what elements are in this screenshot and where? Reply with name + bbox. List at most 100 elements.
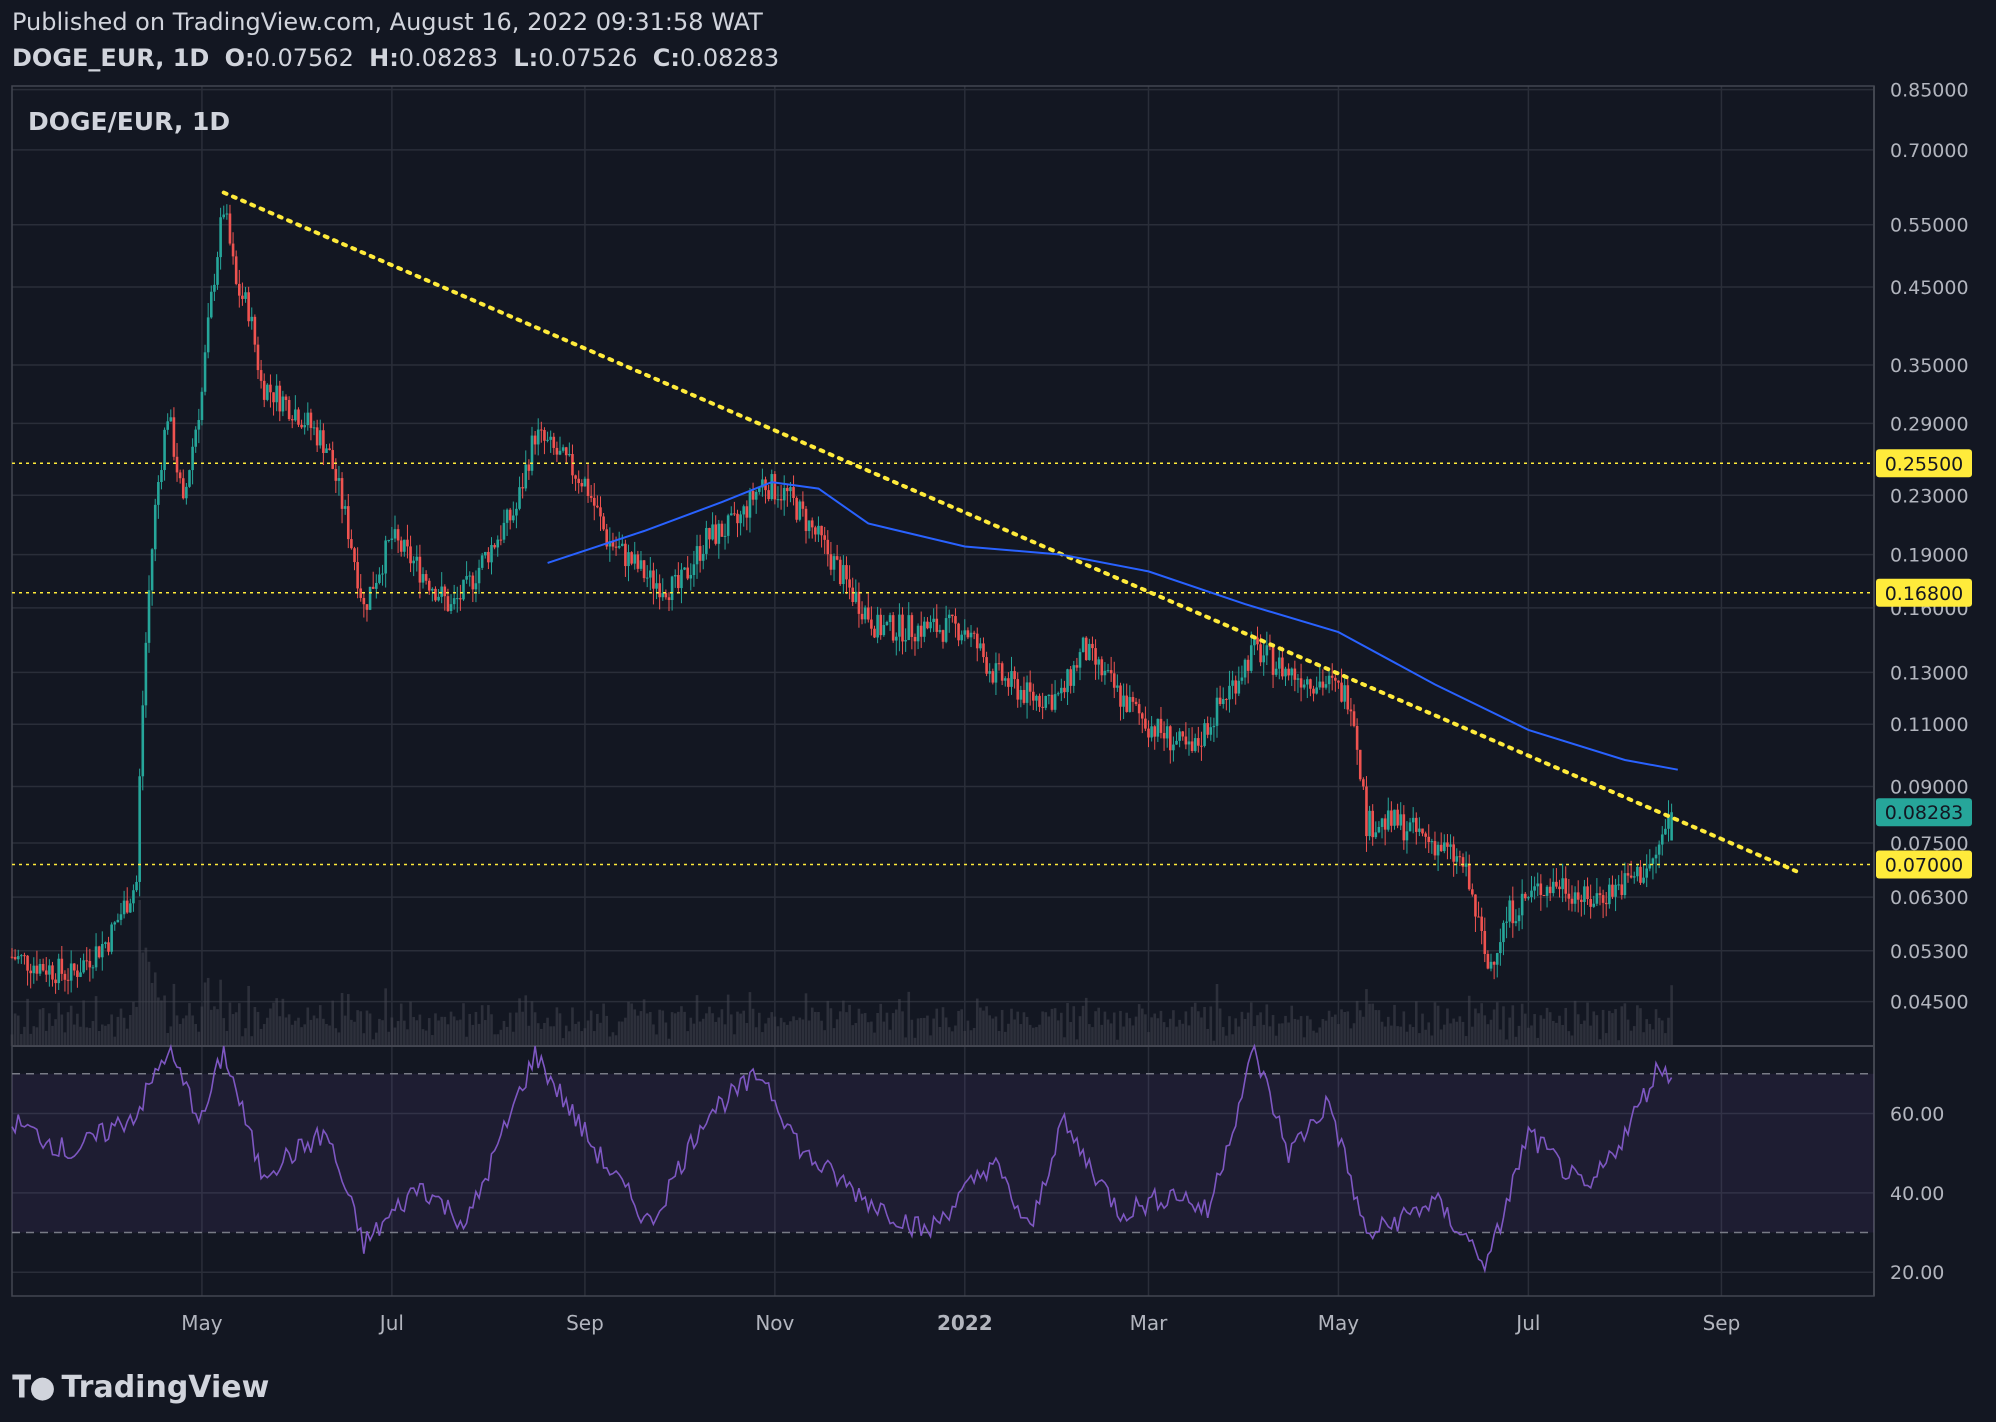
candle-body <box>318 430 322 446</box>
volume-bar <box>901 1011 904 1046</box>
volume-bar <box>468 1013 472 1046</box>
volume-bar <box>1358 1010 1362 1046</box>
time-tick-label: Mar <box>1130 1311 1169 1335</box>
candle-body <box>406 539 409 547</box>
candle-body <box>1589 898 1592 907</box>
price-tick-label: 0.55000 <box>1890 215 1969 237</box>
candle-body <box>620 543 624 546</box>
candle-body <box>359 588 363 598</box>
candle-body <box>1284 668 1287 677</box>
candle-body <box>848 579 851 588</box>
candle-body <box>770 474 774 500</box>
volume-bar <box>116 1016 120 1046</box>
volume-bar <box>1169 1018 1172 1046</box>
candle-body <box>1467 863 1471 890</box>
time-tick-label: May <box>181 1311 223 1335</box>
candle-body <box>583 478 587 487</box>
candle-body <box>462 579 465 600</box>
volume-bar <box>60 1014 64 1046</box>
volume-bar <box>253 1007 257 1046</box>
candle-body <box>390 538 394 540</box>
candle-body <box>673 574 677 577</box>
volume-bar <box>888 1029 892 1046</box>
volume-bar <box>792 1016 795 1046</box>
volume-bar <box>807 1020 811 1046</box>
volume-bar <box>375 1032 378 1046</box>
volume-bar <box>1489 1019 1493 1046</box>
volume-bar <box>278 1016 282 1046</box>
candle-body <box>157 482 160 505</box>
volume-bar <box>1028 1024 1032 1046</box>
volume-bar <box>191 1015 194 1046</box>
volume-bar <box>611 1032 615 1046</box>
volume-bar <box>362 1033 366 1046</box>
volume-bar <box>1299 1016 1303 1046</box>
candle-body <box>512 515 515 521</box>
volume-bar <box>449 1011 453 1046</box>
volume-bar <box>1629 1030 1633 1046</box>
volume-bar <box>624 1017 627 1046</box>
volume-bar <box>608 1036 612 1046</box>
candle-body <box>1539 883 1543 895</box>
volume-bar <box>1405 1031 1409 1046</box>
candle-body <box>1203 723 1206 746</box>
volume-bar <box>1664 1033 1667 1046</box>
candle-body <box>754 491 758 500</box>
time-tick-label: 2022 <box>937 1311 993 1335</box>
candle-body <box>589 496 593 498</box>
volume-bar <box>667 1038 671 1046</box>
volume-bar <box>1530 1025 1533 1046</box>
candle-body <box>711 524 714 540</box>
volume-bar <box>1200 1017 1203 1046</box>
volume-bar <box>524 995 528 1046</box>
volume-bar <box>110 1014 113 1046</box>
volume-bar <box>203 982 207 1046</box>
volume-bar <box>975 998 979 1046</box>
volume-bar <box>695 995 699 1046</box>
volume-bar <box>1056 1020 1060 1046</box>
volume-bar <box>66 1012 70 1046</box>
candle-body <box>1393 809 1396 826</box>
volume-bar <box>826 1000 830 1046</box>
volume-bar <box>1636 1005 1639 1046</box>
candle-body <box>1486 953 1490 969</box>
candle-body <box>1246 659 1250 671</box>
candle-body <box>614 546 618 548</box>
volume-bar <box>502 1020 506 1046</box>
volume-bar <box>343 1015 347 1046</box>
candle-body <box>1449 844 1452 847</box>
candle-body <box>287 400 291 420</box>
candle-body <box>1542 894 1546 896</box>
volume-bar <box>340 992 344 1046</box>
candle-body <box>122 900 126 915</box>
tradingview-logo[interactable]: 𝐓● TradingView <box>12 1370 269 1405</box>
candle-body <box>549 436 552 440</box>
candle-body <box>1386 810 1390 830</box>
volume-bar <box>1277 1023 1281 1046</box>
volume-bar <box>431 1035 434 1046</box>
candle-body <box>1629 875 1633 878</box>
volume-bar <box>1455 1021 1459 1046</box>
volume-bar <box>1424 1029 1427 1046</box>
candle-body <box>624 543 627 567</box>
volume-bar <box>801 1019 805 1046</box>
volume-bar <box>487 1005 490 1046</box>
candle-body <box>645 577 649 579</box>
candle-body <box>894 636 898 641</box>
time-tick-label: Sep <box>566 1311 604 1335</box>
volume-bar <box>306 1007 310 1046</box>
volume-bar <box>1499 1029 1502 1046</box>
candle-body <box>234 256 238 284</box>
volume-bar <box>910 1019 914 1046</box>
price-tick-label: 0.13000 <box>1890 662 1969 684</box>
candle-body <box>496 539 500 548</box>
volume-bar <box>1022 1012 1026 1046</box>
volume-bar <box>879 1003 883 1046</box>
volume-bar <box>72 1024 76 1046</box>
candle-body <box>838 559 842 585</box>
candle-body <box>1443 842 1446 852</box>
candle-body <box>1318 681 1322 688</box>
candle-body <box>1654 854 1658 859</box>
volume-bar <box>421 1029 425 1046</box>
